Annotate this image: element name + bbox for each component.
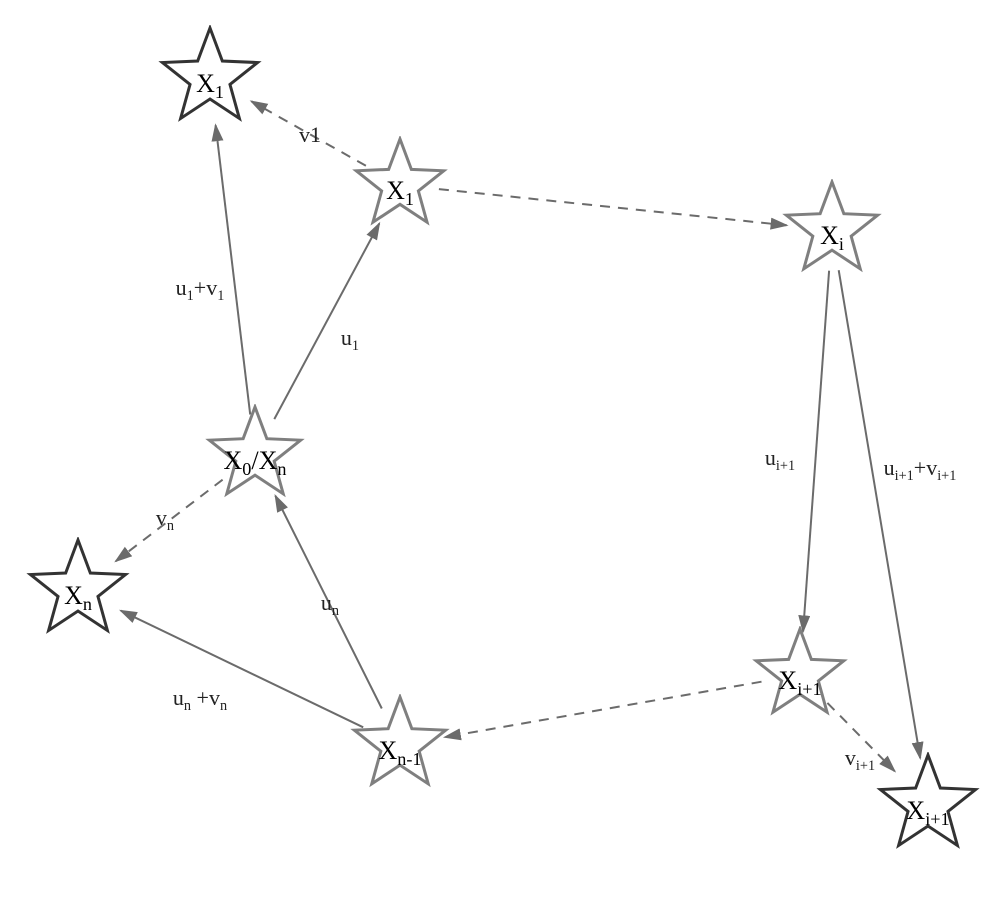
star-node-X1_top bbox=[157, 25, 263, 131]
star-node-Xn_1 bbox=[349, 694, 451, 796]
edge-e_unvn bbox=[121, 611, 363, 728]
edge-e_un bbox=[275, 496, 381, 709]
star-node-X0Xn bbox=[204, 404, 306, 506]
star-node-Xi1_out bbox=[875, 752, 981, 858]
star-node-Xi bbox=[781, 179, 883, 281]
diagram-canvas: { "diagram": { "type": "network", "backg… bbox=[0, 0, 1000, 897]
edge-e_ui1vi1 bbox=[839, 270, 921, 758]
star-node-X1_mid bbox=[351, 136, 449, 234]
edge-e_u1 bbox=[274, 224, 379, 420]
edge-e_v1 bbox=[251, 101, 366, 166]
edge-e_xi1_xn1 bbox=[445, 682, 762, 737]
edges-layer bbox=[0, 0, 1000, 897]
edge-e_x1_xi bbox=[439, 189, 787, 225]
star-node-Xi1_mid bbox=[751, 626, 849, 724]
star-node-Xn bbox=[25, 537, 131, 643]
edge-e_u1v1 bbox=[216, 125, 251, 414]
edge-e_ui1 bbox=[803, 271, 829, 632]
